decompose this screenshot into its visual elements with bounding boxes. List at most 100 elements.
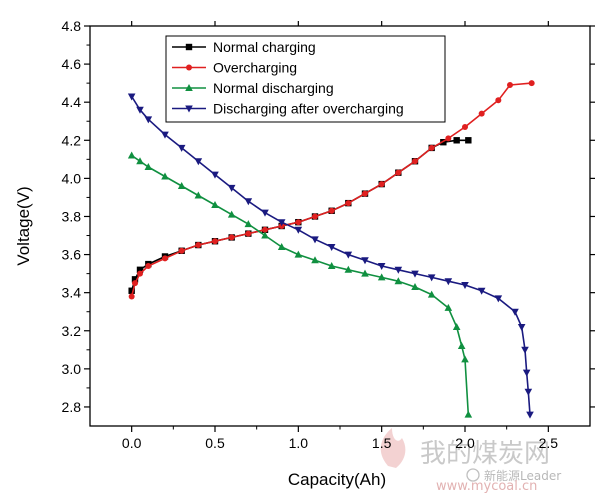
data-point-normal-discharging bbox=[294, 250, 303, 258]
x-tick-label: 0.0 bbox=[122, 435, 142, 451]
series-discharging-after-overcharging bbox=[127, 93, 534, 419]
data-point-discharging-after-overcharging bbox=[524, 388, 533, 396]
data-point-discharging-after-overcharging bbox=[361, 257, 369, 265]
legend-marker-discharging-after-overcharging bbox=[185, 105, 193, 113]
series-normal-discharging bbox=[127, 151, 473, 418]
data-point-discharging-after-overcharging bbox=[127, 93, 136, 101]
data-point-normal-discharging bbox=[461, 355, 469, 363]
data-point-discharging-after-overcharging bbox=[161, 131, 169, 139]
legend-box bbox=[165, 35, 446, 123]
data-point-discharging-after-overcharging bbox=[511, 308, 519, 316]
data-point-overcharging bbox=[395, 169, 402, 176]
y-tick-label: 4.8 bbox=[62, 18, 82, 34]
data-point-discharging-after-overcharging bbox=[177, 144, 186, 152]
watermark-site-cn: 我的煤炭网 bbox=[420, 439, 550, 469]
data-point-discharging-after-overcharging bbox=[377, 263, 386, 270]
legend-marker-normal-charging bbox=[185, 43, 193, 51]
data-point-overcharging bbox=[478, 110, 485, 117]
data-point-discharging-after-overcharging bbox=[227, 184, 236, 192]
data-point-overcharging bbox=[137, 270, 143, 277]
data-point-normal-discharging bbox=[452, 322, 461, 330]
data-point-normal-charging bbox=[131, 276, 139, 283]
data-point-overcharging bbox=[145, 263, 152, 269]
data-point-normal-discharging bbox=[244, 220, 253, 228]
chat-logo-icon bbox=[466, 468, 480, 482]
data-point-discharging-after-overcharging bbox=[327, 243, 336, 251]
data-point-normal-discharging bbox=[194, 191, 203, 199]
data-point-discharging-after-overcharging bbox=[521, 346, 529, 354]
y-axis: 2.8 3.0 3.2 3.4 3.6 3.8 4.0 4.2 4.4 4.6 4.8 bbox=[62, 18, 595, 415]
data-point-overcharging bbox=[212, 238, 218, 245]
legend-label-normal-discharging: Normal discharging bbox=[213, 80, 334, 96]
series-overcharging bbox=[128, 80, 535, 300]
data-point-discharging-after-overcharging bbox=[277, 219, 286, 227]
data-point-normal-discharging bbox=[211, 201, 219, 209]
y-tick-label: 4.4 bbox=[62, 94, 82, 110]
data-point-normal-discharging bbox=[394, 277, 403, 285]
data-point-normal-discharging bbox=[344, 265, 353, 273]
legend-label-normal-charging: Normal charging bbox=[213, 39, 316, 55]
data-point-normal-discharging bbox=[377, 273, 386, 281]
legend-label-discharging-after-overcharging: Discharging after overcharging bbox=[213, 101, 404, 117]
data-point-discharging-after-overcharging bbox=[411, 270, 419, 278]
data-point-normal-discharging bbox=[177, 182, 186, 189]
data-point-discharging-after-overcharging bbox=[494, 295, 503, 303]
data-point-discharging-after-overcharging bbox=[211, 171, 219, 179]
legend-label-overcharging: Overcharging bbox=[213, 60, 297, 76]
data-point-normal-discharging bbox=[311, 256, 319, 264]
y-tick-label: 3.0 bbox=[62, 361, 82, 377]
data-point-overcharging bbox=[245, 230, 252, 237]
data-point-discharging-after-overcharging bbox=[522, 369, 531, 377]
data-point-normal-discharging bbox=[444, 303, 453, 311]
data-point-discharging-after-overcharging bbox=[294, 226, 303, 234]
data-point-normal-discharging bbox=[127, 151, 136, 159]
data-point-overcharging bbox=[428, 144, 435, 151]
series-layer bbox=[127, 80, 535, 419]
legend: Normal charging Overcharging Normal discha… bbox=[165, 35, 446, 123]
data-point-discharging-after-overcharging bbox=[311, 236, 319, 244]
legend-marker-overcharging bbox=[186, 64, 192, 71]
y-tick-label: 3.8 bbox=[62, 208, 82, 224]
data-point-normal-discharging bbox=[261, 231, 269, 239]
data-point-discharging-after-overcharging bbox=[477, 287, 486, 295]
x-tick-label: 2.5 bbox=[539, 435, 559, 451]
data-point-normal-discharging bbox=[144, 162, 153, 170]
data-point-overcharging bbox=[262, 226, 268, 233]
y-tick-label: 4.6 bbox=[62, 56, 82, 72]
watermark: 我的煤炭网 新能源Leader www.mycoal.cn bbox=[380, 428, 561, 494]
data-point-overcharging bbox=[528, 80, 535, 87]
data-point-overcharging bbox=[312, 213, 318, 220]
data-point-overcharging bbox=[178, 247, 185, 254]
data-point-normal-charging bbox=[440, 138, 447, 146]
x-tick-label: 1.5 bbox=[372, 435, 392, 451]
data-point-normal-charging bbox=[128, 287, 135, 294]
data-point-overcharging bbox=[295, 219, 302, 226]
data-point-overcharging bbox=[507, 82, 513, 89]
data-point-overcharging bbox=[445, 135, 452, 142]
data-point-overcharging bbox=[162, 255, 168, 262]
data-point-discharging-after-overcharging bbox=[461, 282, 469, 290]
data-point-overcharging bbox=[345, 200, 352, 207]
data-point-normal-discharging bbox=[361, 269, 369, 277]
y-tick-label: 3.4 bbox=[62, 285, 82, 301]
data-point-discharging-after-overcharging bbox=[194, 158, 203, 166]
data-point-normal-charging bbox=[453, 137, 460, 144]
data-point-discharging-after-overcharging bbox=[444, 278, 453, 286]
y-tick-label: 4.0 bbox=[62, 170, 82, 186]
y-tick-label: 4.2 bbox=[62, 132, 82, 148]
data-point-overcharging bbox=[132, 280, 138, 287]
y-tick-label: 2.8 bbox=[62, 399, 82, 415]
data-point-overcharging bbox=[412, 158, 418, 165]
data-point-overcharging bbox=[128, 293, 135, 300]
data-point-normal-discharging bbox=[277, 242, 286, 250]
data-point-overcharging bbox=[362, 190, 368, 197]
data-point-overcharging bbox=[195, 242, 202, 249]
data-point-discharging-after-overcharging bbox=[517, 323, 526, 331]
x-tick-label: 1.0 bbox=[289, 435, 309, 451]
data-point-discharging-after-overcharging bbox=[427, 274, 436, 282]
data-point-discharging-after-overcharging bbox=[344, 251, 353, 259]
data-point-discharging-after-overcharging bbox=[244, 198, 253, 206]
data-point-overcharging bbox=[228, 234, 235, 241]
data-point-normal-discharging bbox=[427, 290, 436, 298]
watermark-leader: 新能源Leader bbox=[484, 468, 561, 483]
